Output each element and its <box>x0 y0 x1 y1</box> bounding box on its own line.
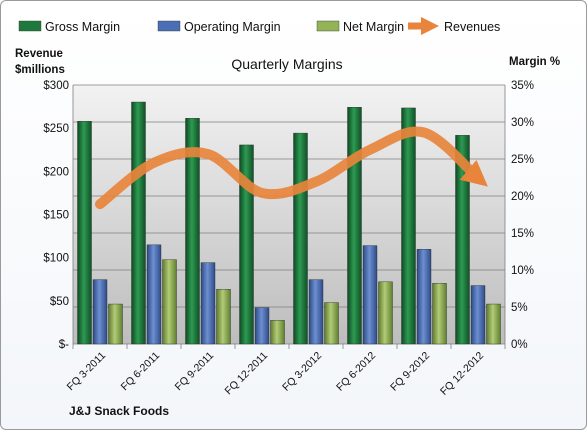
chart-title: Quarterly Margins <box>231 56 342 72</box>
left-tick-label: $250 <box>43 123 69 135</box>
right-tick-label: 5% <box>511 302 528 314</box>
operating-margin-bar <box>416 249 432 345</box>
operating-margin-bar <box>308 279 324 345</box>
right-tick-label: 20% <box>511 191 534 203</box>
operating-margin-bar <box>92 279 108 345</box>
operating-margin-bar <box>254 307 270 345</box>
legend-label-operating-margin: Operating Margin <box>184 20 281 34</box>
net-margin-bar <box>486 303 501 345</box>
right-tick-label: 35% <box>511 80 534 92</box>
net-margin-bar <box>324 302 339 345</box>
gross-margin-bar <box>239 144 254 345</box>
right-tick-label: 15% <box>511 228 534 240</box>
operating-margin-bar <box>362 245 378 345</box>
net-margin-bar <box>162 259 177 345</box>
category-label: FQ 3-2012 <box>280 350 324 394</box>
gross-margin-bar <box>401 107 416 345</box>
left-tick-label: $- <box>59 339 69 351</box>
category-label: FQ 6-2012 <box>334 350 378 394</box>
category-label: FQ 3-2011 <box>65 350 109 394</box>
right-tick-label: 25% <box>511 154 534 166</box>
left-axis-title-line2: $millions <box>15 64 65 76</box>
net-margin-bar <box>378 281 393 345</box>
net-margin-bar <box>216 289 231 345</box>
legend-swatch-operating-margin <box>157 20 181 32</box>
right-tick-label: 0% <box>511 339 528 351</box>
right-axis-title: Margin % <box>509 56 560 68</box>
operating-margin-bar <box>470 285 486 345</box>
left-tick-label: $300 <box>43 80 69 92</box>
category-label: FQ 12-2011 <box>223 350 271 398</box>
left-tick-label: $150 <box>43 210 69 222</box>
net-margin-bar <box>432 283 447 345</box>
legend-label-revenues: Revenues <box>444 20 500 34</box>
category-label: FQ 9-2012 <box>388 350 432 394</box>
right-tick-label: 10% <box>511 265 534 277</box>
gross-margin-bar <box>347 106 362 345</box>
net-margin-bar <box>270 320 285 345</box>
left-tick-label: $50 <box>50 296 69 308</box>
left-tick-label: $200 <box>43 166 69 178</box>
gross-margin-bar <box>185 118 200 345</box>
company-name: J&J Snack Foods <box>69 404 169 418</box>
legend-label-gross-margin: Gross Margin <box>45 20 120 34</box>
gross-margin-bar <box>131 101 146 345</box>
category-label: FQ 6-2011 <box>119 350 163 394</box>
revenues-line <box>95 126 488 210</box>
gross-margin-bar <box>293 132 308 345</box>
right-tick-label: 30% <box>511 117 534 129</box>
operating-margin-bar <box>146 244 162 345</box>
operating-margin-bar <box>200 262 216 345</box>
gross-margin-bar <box>77 121 92 345</box>
category-label: FQ 12-2012 <box>438 350 486 398</box>
legend-label-net-margin: Net Margin <box>343 20 404 34</box>
gross-margin-bar <box>455 135 470 345</box>
net-margin-bar <box>108 303 123 345</box>
legend-swatch-net-margin <box>316 20 340 32</box>
left-tick-label: $100 <box>43 253 69 265</box>
left-axis-title-line1: Revenue <box>15 48 63 60</box>
category-label: FQ 9-2011 <box>173 350 217 394</box>
legend-swatch-gross-margin <box>18 20 42 32</box>
